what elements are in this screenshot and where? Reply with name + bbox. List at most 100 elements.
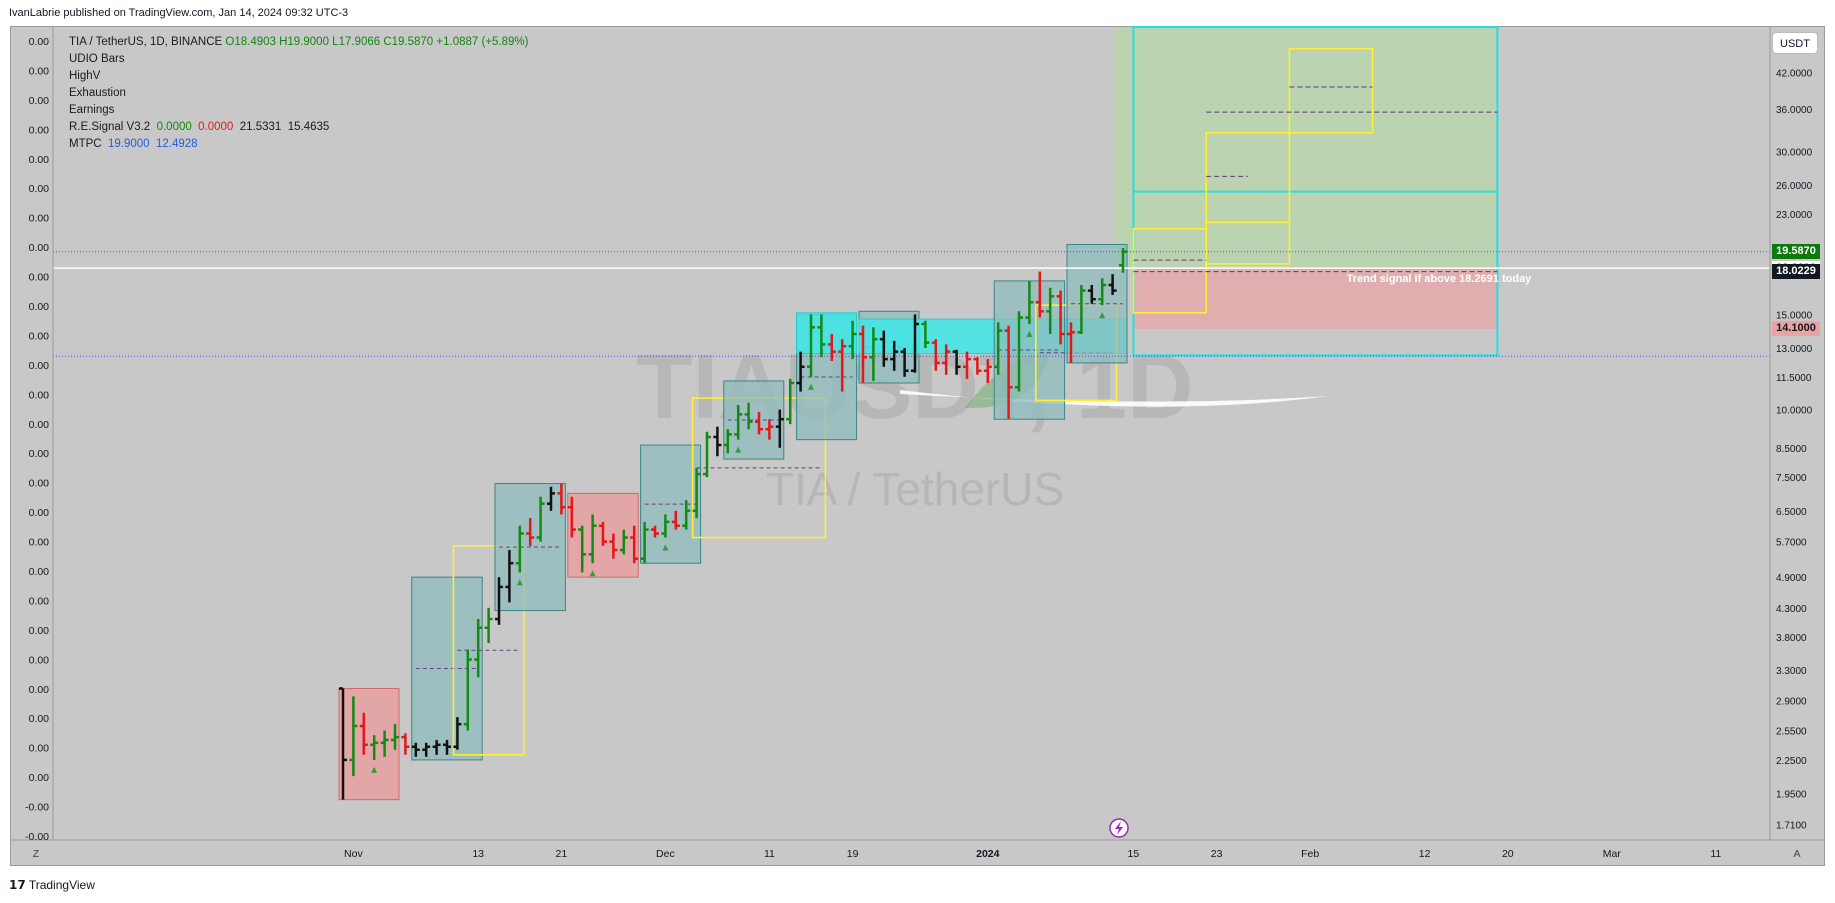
bar-2023-11-05 — [391, 724, 399, 750]
price-bars — [339, 248, 1127, 800]
bar-2023-12-02 — [671, 510, 680, 530]
currency-button[interactable]: USDT — [1772, 32, 1818, 54]
left-tick-label: -0.00 — [25, 831, 49, 843]
bar-2023-12-11 — [765, 419, 774, 440]
watermark-swoosh — [900, 390, 1328, 407]
chart-frame[interactable] — [10, 26, 1825, 866]
bar-2024-01-03 — [1004, 325, 1013, 420]
y-tick-label: 1.9500 — [1776, 790, 1807, 801]
left-tick-label: 0.00 — [29, 213, 50, 225]
legend-re-signal[interactable]: R.E.Signal V3.2 0.0000 0.0000 21.5331 15… — [69, 119, 529, 136]
re-signal-name: R.E.Signal V3.2 — [69, 121, 151, 133]
bar-2024-01-06 — [1035, 271, 1044, 318]
re-signal-v1: 0.0000 — [156, 121, 192, 133]
x-tick-label: Feb — [1301, 848, 1319, 860]
y-tick-label: 8.5000 — [1776, 444, 1807, 455]
bar-2023-12-25 — [911, 314, 919, 373]
left-tick-label: 0.00 — [29, 419, 50, 431]
legend-indicator-3[interactable]: Earnings — [69, 104, 115, 116]
bar-2023-12-08 — [734, 404, 743, 440]
bar-2023-11-02 — [359, 712, 368, 755]
y-tick-label: 11.5000 — [1776, 373, 1812, 384]
left-tick-label: 0.00 — [29, 566, 50, 578]
bar-2023-11-20 — [547, 486, 555, 511]
publish-info: IvanLabrie published on TradingView.com,… — [9, 7, 349, 19]
y-tick-label: 2.2500 — [1776, 756, 1807, 767]
y-tick-label: 36.0000 — [1776, 105, 1813, 116]
bar-2023-12-01 — [661, 514, 670, 538]
bar-2023-11-25 — [599, 521, 607, 546]
bar-2023-12-24 — [900, 348, 909, 377]
y-tick-label: 42.0000 — [1776, 69, 1813, 80]
y-tick-label: 5.7000 — [1776, 538, 1807, 549]
re-signal-v3: 21.5331 — [239, 121, 282, 133]
left-tick-label: 0.00 — [29, 743, 50, 755]
left-tick-label: 0.00 — [29, 360, 50, 372]
box-cyan-9 — [796, 312, 858, 354]
legend-change: +1.0887 (+5.89%) — [436, 36, 529, 48]
up-marker-73 — [1099, 312, 1106, 319]
bar-2023-11-28 — [630, 525, 639, 564]
bar-2023-11-07 — [411, 742, 420, 757]
chart-legend: TIA / TetherUS, 1D, BINANCE O18.4903 H19… — [69, 34, 529, 153]
bar-2024-01-04 — [1015, 311, 1023, 392]
bar-2023-12-16 — [817, 314, 826, 358]
left-tick-label: 0.00 — [29, 301, 50, 313]
publish-header: IvanLabrie published on TradingView.com,… — [0, 0, 1835, 26]
legend-symbol-row[interactable]: TIA / TetherUS, 1D, BINANCE O18.4903 H19… — [69, 34, 529, 51]
y-tick-label: 3.3000 — [1776, 666, 1807, 677]
legend-mtpc[interactable]: MTPC 19.9000 12.4928 — [69, 136, 529, 153]
legend-indicator-2[interactable]: Exhaustion — [69, 87, 126, 99]
bar-2023-12-21 — [869, 327, 878, 381]
stop-zone — [1133, 267, 1498, 329]
up-marker-3 — [371, 766, 378, 773]
bar-2024-01-01 — [983, 359, 992, 384]
bar-2023-11-17 — [515, 525, 524, 573]
bar-2023-12-14 — [796, 351, 805, 392]
target-zone — [1112, 27, 1498, 268]
legend-indicator-0[interactable]: UDIO Bars — [69, 53, 125, 65]
x-tick-label: 20 — [1502, 848, 1514, 860]
left-tick-label: 0.00 — [29, 713, 50, 725]
bar-2023-12-27 — [931, 339, 940, 371]
left-tick-label: 0.00 — [29, 772, 50, 784]
tradingview-logo[interactable]: 𝟭𝟳 TradingView — [9, 878, 95, 892]
bar-2023-12-04 — [692, 467, 701, 519]
projection-step-2 — [1205, 132, 1291, 224]
left-tick-label: 0.00 — [29, 595, 50, 607]
left-tick-label: -0.00 — [25, 802, 49, 814]
x-tick-label: 23 — [1211, 848, 1223, 860]
bar-2023-11-24 — [588, 514, 597, 564]
bar-2023-12-28 — [942, 344, 951, 375]
x-tick-label: 12 — [1419, 848, 1431, 860]
mtpc-v1: 19.9000 — [107, 138, 150, 150]
up-marker-17 — [516, 579, 523, 586]
y-tick-label: 15.0000 — [1776, 310, 1813, 321]
x-tick-label: 19 — [847, 848, 859, 860]
price-tag: 18.0229 — [1772, 263, 1820, 279]
bar-2023-11-10 — [443, 739, 451, 755]
y-tick-label: 13.0000 — [1776, 344, 1813, 355]
up-marker-24 — [589, 570, 596, 577]
auto-scale-button[interactable]: A — [1793, 848, 1800, 860]
bar-2023-12-29 — [952, 349, 961, 375]
event-icon[interactable] — [1109, 818, 1129, 838]
bar-2023-11-23 — [578, 525, 587, 573]
bar-2023-11-19 — [536, 496, 545, 542]
bar-2024-01-07 — [1046, 287, 1055, 334]
bar-2023-11-01 — [349, 696, 358, 777]
y-tick-label: 7.5000 — [1776, 473, 1807, 484]
left-tick-label: 0.00 — [29, 36, 50, 48]
footer: 𝟭𝟳 TradingView — [0, 870, 1835, 903]
zoom-left-button[interactable]: Z — [33, 848, 40, 860]
up-marker-66 — [1026, 330, 1033, 337]
bar-2023-12-13 — [786, 378, 795, 425]
left-tick-label: 0.00 — [29, 65, 50, 77]
box-yellow-2 — [452, 544, 525, 756]
legend-ohlc: O18.4903 H19.9000 L17.9066 C19.5870 — [225, 36, 434, 48]
bar-2024-01-11 — [1087, 285, 1096, 304]
bar-2023-11-04 — [380, 730, 389, 757]
legend-indicator-1[interactable]: HighV — [69, 70, 101, 82]
trend-annotation: Trend signal if above 18.2691 today — [1347, 273, 1533, 285]
